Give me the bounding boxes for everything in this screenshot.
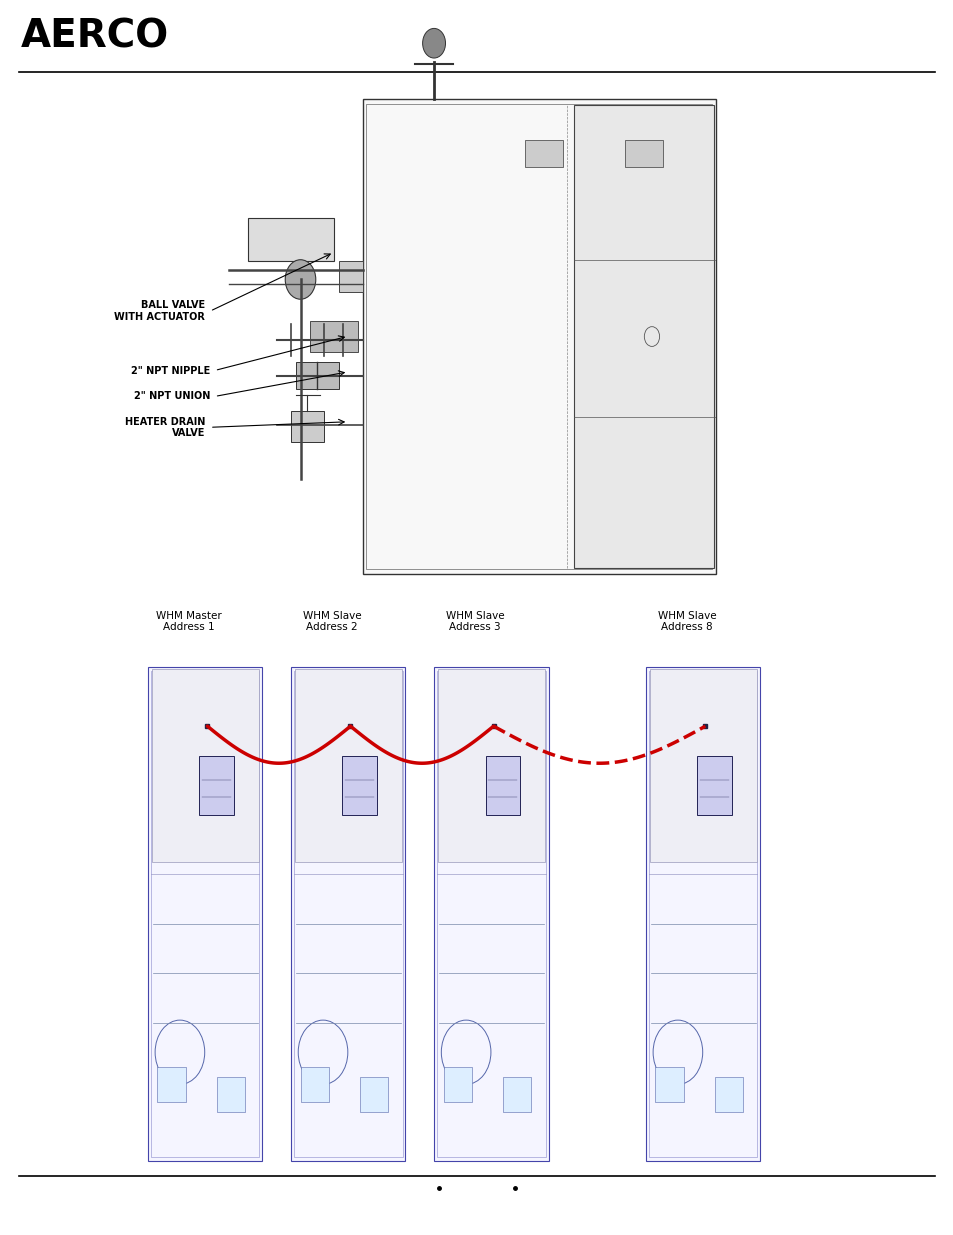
- Bar: [645, 667, 760, 1161]
- Bar: [714, 1077, 742, 1112]
- Bar: [148, 667, 262, 1161]
- Bar: [437, 669, 544, 862]
- Bar: [294, 669, 401, 862]
- Text: 2" NPT NIPPLE: 2" NPT NIPPLE: [131, 366, 210, 375]
- Text: BALL VALVE
WITH ACTUATOR: BALL VALVE WITH ACTUATOR: [114, 300, 205, 322]
- Bar: [434, 667, 548, 1161]
- Bar: [649, 669, 756, 862]
- Bar: [294, 671, 402, 1157]
- Bar: [310, 321, 357, 352]
- Bar: [359, 1077, 388, 1112]
- Bar: [502, 1077, 531, 1112]
- Bar: [248, 217, 334, 261]
- Bar: [151, 671, 259, 1157]
- Bar: [342, 756, 376, 815]
- Bar: [216, 1077, 245, 1112]
- Text: WHM Slave
Address 3: WHM Slave Address 3: [445, 611, 504, 632]
- Circle shape: [422, 28, 445, 58]
- Bar: [152, 669, 258, 862]
- Bar: [436, 671, 545, 1157]
- Circle shape: [285, 259, 315, 299]
- Bar: [524, 140, 562, 167]
- Bar: [443, 1067, 472, 1102]
- Text: WHM Slave
Address 2: WHM Slave Address 2: [302, 611, 361, 632]
- Bar: [574, 105, 713, 568]
- Bar: [291, 410, 324, 441]
- Bar: [338, 261, 362, 291]
- Bar: [291, 667, 405, 1161]
- Bar: [655, 1067, 683, 1102]
- Bar: [300, 1067, 329, 1102]
- Text: HEATER DRAIN
VALVE: HEATER DRAIN VALVE: [125, 416, 205, 438]
- Text: WHM Slave
Address 8: WHM Slave Address 8: [657, 611, 716, 632]
- Bar: [199, 756, 233, 815]
- Text: AERCO: AERCO: [21, 17, 169, 56]
- Bar: [697, 756, 731, 815]
- Bar: [362, 99, 715, 574]
- Bar: [648, 671, 757, 1157]
- Bar: [624, 140, 662, 167]
- Bar: [366, 104, 711, 569]
- Bar: [485, 756, 519, 815]
- Bar: [157, 1067, 186, 1102]
- Bar: [295, 362, 338, 389]
- Text: WHM Master
Address 1: WHM Master Address 1: [156, 611, 221, 632]
- Text: 2" NPT UNION: 2" NPT UNION: [133, 391, 210, 401]
